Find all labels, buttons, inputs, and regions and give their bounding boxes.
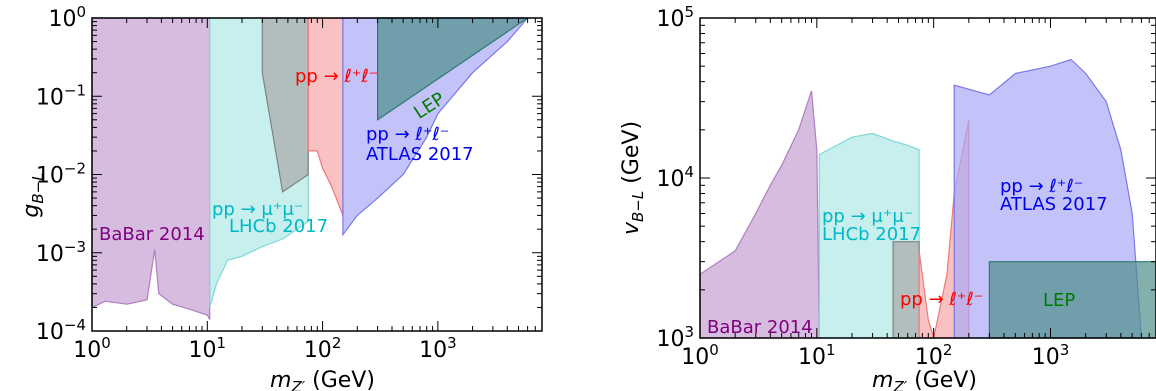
right-y-tick-label: 104 — [656, 163, 694, 192]
right-x-tick-label: 100 — [681, 341, 719, 370]
svg-text:mZ′ (GeV): mZ′ (GeV) — [872, 368, 977, 391]
left-annot-atlas-name: ATLAS 2017 — [366, 144, 474, 165]
right-annot-atlas-process: pp → ℓ⁺ℓ⁻ — [1000, 176, 1083, 197]
right-chart-ticks: 100 101 102 103 105 104 103 — [656, 3, 1156, 370]
right-annot-lhcb-name: LHCb 2017 — [822, 224, 921, 245]
left-annot-dilepton-process: pp → ℓ⁺ℓ⁻ — [295, 66, 378, 87]
right-x-tick-label: 103 — [1032, 341, 1070, 370]
right-chart: 100 101 102 103 105 104 103 BaBar 2014 pp → μ⁺… — [619, 3, 1156, 391]
right-y-axis-label: vB−L (GeV) — [619, 121, 647, 235]
right-y-tick-label: 103 — [656, 323, 694, 352]
left-y-tick-label: 10−3 — [36, 238, 86, 267]
left-chart: 100 101 102 103 100 10−1 10−2 10−3 10−4 BaBar 20… — [19, 3, 543, 391]
svg-text:gB−L: gB−L — [19, 172, 47, 217]
left-x-axis-label: mZ′ (GeV) — [270, 368, 375, 391]
right-x-tick-label: 102 — [915, 341, 953, 370]
left-annot-lhcb-process: pp → μ⁺μ⁻ — [212, 199, 303, 220]
left-y-axis-label: gB−L — [19, 172, 47, 217]
left-region-pp — [307, 17, 344, 216]
right-y-tick-label: 105 — [656, 3, 694, 32]
left-y-tick-label: 10−4 — [36, 316, 86, 345]
right-chart-regions — [699, 58, 1156, 339]
right-annot-lhcb-process: pp → μ⁺μ⁻ — [822, 206, 913, 227]
right-annot-atlas-name: ATLAS 2017 — [1000, 194, 1108, 215]
right-annot-babar: BaBar 2014 — [707, 317, 813, 338]
left-y-tick-label: 10−2 — [36, 160, 86, 189]
left-y-tick-label: 100 — [48, 3, 86, 32]
left-x-tick-label: 102 — [304, 334, 342, 363]
left-region-lep — [377, 17, 530, 121]
left-chart-regions — [91, 17, 530, 320]
left-annot-babar: BaBar 2014 — [99, 224, 205, 245]
right-x-axis-label: mZ′ (GeV) — [872, 368, 977, 391]
right-x-tick-label: 101 — [798, 341, 836, 370]
left-x-tick-label: 100 — [73, 334, 111, 363]
right-annot-dilepton-process: pp → ℓ⁺ℓ⁻ — [900, 289, 983, 310]
left-x-tick-label: 103 — [419, 334, 457, 363]
right-annot-lep: LEP — [1043, 290, 1075, 311]
left-chart-ticks: 100 101 102 103 100 10−1 10−2 10−3 10−4 — [36, 3, 543, 363]
left-y-tick-label: 10−1 — [36, 81, 86, 110]
right-region-babar-2014 — [699, 90, 820, 339]
svg-text:mZ′ (GeV): mZ′ (GeV) — [270, 368, 375, 391]
left-region-babar-2014 — [91, 17, 211, 320]
left-annot-lhcb-name: LHCb 2017 — [229, 216, 328, 237]
left-x-tick-label: 101 — [189, 334, 227, 363]
svg-text:vB−L (GeV): vB−L (GeV) — [619, 121, 647, 235]
left-annot-atlas-process: pp → ℓ⁺ℓ⁻ — [366, 124, 449, 145]
